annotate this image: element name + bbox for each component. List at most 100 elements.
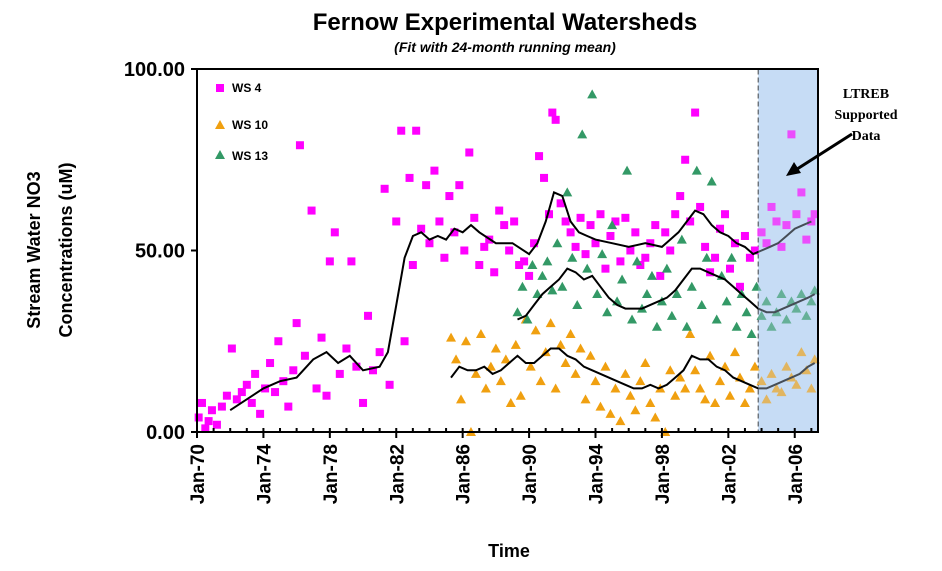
data-point-ws4: [222, 391, 231, 400]
data-point-ws10: [515, 390, 526, 400]
legend-label-ws10: WS 10: [232, 118, 268, 132]
data-point-ws4: [611, 217, 620, 226]
data-point-ws10: [670, 390, 681, 400]
data-point-ws4: [616, 257, 625, 266]
data-point-ws13: [582, 263, 593, 273]
data-point-ws4: [691, 108, 700, 117]
data-point-ws13: [681, 321, 692, 331]
data-point-ws4: [701, 242, 710, 251]
data-point-ws4: [364, 311, 373, 320]
data-point-ws4: [802, 235, 811, 244]
data-point-ws10: [620, 368, 631, 378]
data-point-ws10: [570, 368, 581, 378]
legend-label-ws13: WS 13: [232, 149, 268, 163]
data-point-ws4: [342, 344, 351, 353]
data-point-ws10: [485, 361, 496, 371]
data-point-ws13: [567, 252, 578, 262]
data-point-ws10: [645, 397, 656, 407]
data-point-ws13: [597, 249, 608, 259]
x-tick-label: Jan-82: [387, 444, 408, 504]
data-point-ws4: [772, 217, 781, 226]
data-point-ws10: [680, 383, 691, 393]
data-point-ws10: [695, 383, 706, 393]
x-tick-label: Jan-78: [321, 444, 342, 504]
data-point-ws13: [512, 307, 523, 317]
running-mean-ws10: [450, 347, 816, 390]
data-point-ws13: [686, 281, 697, 291]
data-point-ws4: [490, 268, 499, 277]
data-point-ws10: [585, 350, 596, 360]
data-point-ws13: [791, 303, 802, 313]
data-point-ws4: [725, 264, 734, 273]
data-point-ws10: [796, 347, 807, 357]
data-point-ws4: [530, 239, 539, 248]
data-point-ws13: [522, 314, 533, 324]
legend-marker-ws10: [215, 120, 225, 129]
data-point-ws10: [761, 394, 772, 404]
x-tick-label: Jan-94: [587, 444, 608, 505]
legend: WS 4 WS 10 WS 13: [215, 81, 268, 163]
data-point-ws4: [475, 261, 484, 270]
data-point-ws10: [690, 365, 701, 375]
data-point-ws10: [766, 368, 777, 378]
data-point-ws4: [480, 242, 489, 251]
data-point-ws4: [586, 221, 595, 230]
data-point-ws4: [317, 333, 326, 342]
data-point-ws4: [757, 228, 766, 237]
x-tick-label: Jan-86: [454, 444, 475, 504]
data-point-ws4: [212, 420, 221, 429]
data-point-ws4: [322, 391, 331, 400]
data-point-ws4: [271, 388, 280, 397]
data-point-ws4: [417, 224, 426, 233]
data-point-ws10: [505, 397, 516, 407]
x-tick-label: Jan-74: [254, 444, 275, 505]
data-point-ws4: [217, 402, 226, 411]
data-point-ws10: [490, 343, 501, 353]
data-point-ws13: [766, 321, 777, 331]
data-point-ws13: [751, 281, 762, 291]
data-point-ws4: [450, 228, 459, 237]
data-point-ws10: [545, 318, 556, 328]
x-tick-label: Jan-90: [520, 444, 541, 504]
data-point-ws10: [685, 328, 696, 338]
running-mean-ws4: [229, 191, 812, 412]
chart-title: Fernow Experimental Watersheds: [313, 9, 698, 36]
data-point-ws10: [500, 354, 511, 364]
data-point-ws4: [631, 228, 640, 237]
data-point-ws4: [676, 192, 685, 201]
data-point-ws4: [470, 213, 479, 222]
data-point-ws4: [300, 351, 309, 360]
legend-label-ws4: WS 4: [232, 81, 262, 95]
data-point-ws4: [295, 141, 304, 150]
y-tick-label: 100.00: [124, 59, 185, 81]
data-point-ws4: [495, 206, 504, 215]
data-point-ws13: [676, 234, 687, 244]
data-point-ws13: [617, 274, 628, 284]
data-point-ws10: [776, 387, 787, 397]
data-point-ws10: [635, 376, 646, 386]
data-point-ws4: [591, 239, 600, 248]
data-point-ws4: [696, 202, 705, 211]
data-point-ws4: [256, 409, 265, 418]
data-point-ws4: [576, 213, 585, 222]
data-point-ws4: [347, 257, 356, 266]
data-point-ws4: [566, 228, 575, 237]
data-point-ws13: [646, 270, 657, 280]
data-point-ws4: [369, 366, 378, 375]
data-point-ws10: [729, 347, 740, 357]
data-point-ws4: [626, 246, 635, 255]
data-point-ws13: [627, 314, 638, 324]
data-point-ws4: [646, 239, 655, 248]
data-point-ws10: [550, 383, 561, 393]
data-point-ws4: [227, 344, 236, 353]
data-point-ws4: [201, 424, 210, 433]
data-point-ws4: [335, 369, 344, 378]
data-point-ws10: [675, 372, 686, 382]
data-point-ws10: [781, 361, 792, 371]
annotation-line-1: LTREB: [843, 87, 889, 102]
data-point-ws13: [537, 270, 548, 280]
data-point-ws10: [610, 383, 621, 393]
x-axis-label: Time: [488, 541, 530, 561]
plot-area: 0.00 50.00 100.00 Jan-70 Jan-74 Jan-78 Jan-82 J…: [124, 59, 820, 504]
data-point-ws10: [756, 376, 767, 386]
